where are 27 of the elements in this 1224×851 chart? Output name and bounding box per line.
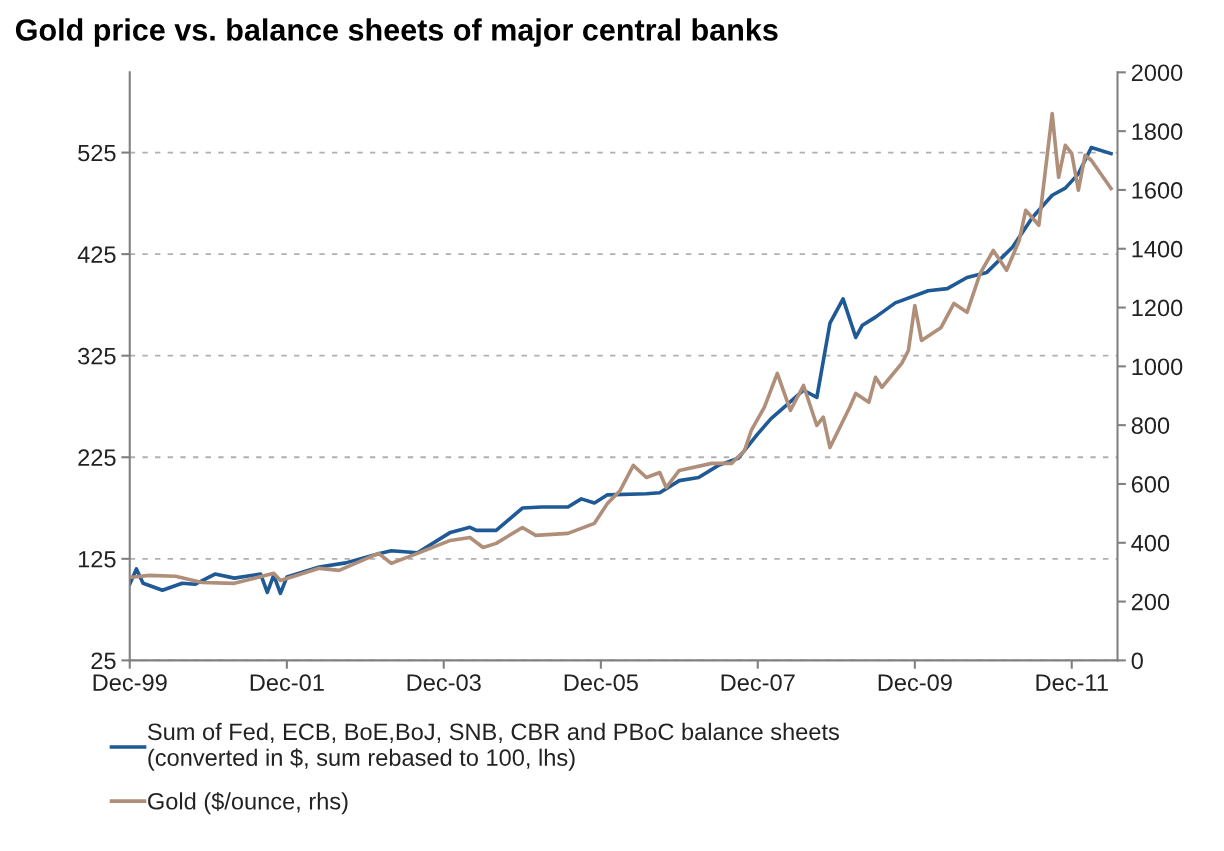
y2-tick-label: 1000: [1132, 358, 1183, 376]
y-tick-label: 525: [78, 144, 116, 162]
y2-tick-label: 1400: [1132, 240, 1183, 258]
y2-tick-label: 1800: [1132, 123, 1183, 140]
x-tick-label: Dec-07: [721, 674, 795, 691]
y-tick-label: 225: [78, 449, 116, 467]
y2-tick-label: 1600: [1132, 182, 1183, 199]
y2-tick-label: 800: [1131, 417, 1170, 434]
x-tick-label: Dec-05: [564, 674, 638, 691]
x-tick-label: Dec-99: [93, 674, 167, 691]
y2-tick-label: 600: [1131, 476, 1170, 493]
x-tick-label: Dec-01: [250, 674, 324, 691]
y2-tick-label: 0: [1131, 652, 1143, 670]
y-tick-label: 325: [78, 347, 116, 365]
y2-tick-label: 2000: [1131, 64, 1183, 82]
y-tick-label: 25: [91, 652, 116, 670]
y2-tick-label: 200: [1131, 593, 1170, 611]
legend-label: Sum of Fed, ECB, BoE,BoJ, SNB, CBR and PBoC balance sheets (converted in $, sum rebased to 100, lhs): [147, 722, 839, 771]
y2-tick-label: 400: [1131, 534, 1170, 552]
y-tick-label: 425: [77, 246, 116, 263]
chart-title: Gold price vs. balance sheets of major central banks: [15, 18, 778, 47]
x-tick-label: Dec-09: [878, 674, 952, 691]
y2-tick-label: 1200: [1132, 299, 1183, 317]
x-tick-label: Dec-03: [407, 674, 481, 691]
x-tick-label: Dec-11: [1036, 674, 1108, 691]
legend-label: Gold ($/ounce, rhs): [148, 791, 348, 815]
y-tick-label: 125: [78, 550, 116, 568]
